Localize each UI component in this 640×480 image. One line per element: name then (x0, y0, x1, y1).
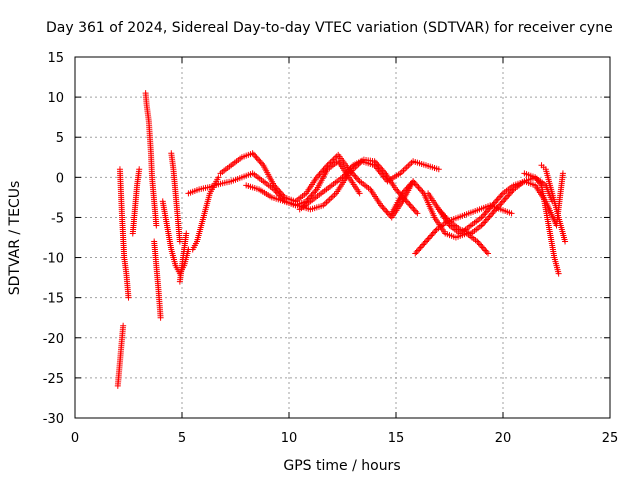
data-point (125, 294, 132, 301)
x-tick-label: 0 (71, 431, 79, 446)
y-tick-label: -10 (43, 252, 64, 267)
data-point (562, 238, 569, 245)
data-point (485, 250, 492, 257)
y-axis-label: SDTVAR / TECUs (7, 181, 23, 296)
data-point (508, 210, 515, 217)
y-tick-label: 5 (56, 131, 64, 146)
plot-frame (74, 56, 611, 419)
grid-lines (75, 57, 610, 418)
y-tick-label: -30 (43, 412, 64, 427)
data-point (215, 174, 222, 181)
x-tick-label: 20 (495, 431, 512, 446)
data-point (136, 166, 143, 173)
x-tick-label: 15 (388, 431, 405, 446)
y-tick-label: 0 (56, 171, 64, 186)
y-tick-label: -5 (51, 211, 64, 226)
y-tick-label: -15 (43, 292, 64, 307)
data-markers (114, 90, 569, 389)
x-tick-label: 5 (178, 431, 186, 446)
data-point (183, 230, 190, 237)
y-tick-labels: 15 10 5 0 -5 -10 -15 -20 -25 -30 (43, 51, 64, 427)
y-tick-label: -25 (43, 372, 64, 387)
axis-ticks (74, 56, 611, 419)
x-tick-labels: 0 5 10 15 20 25 (71, 431, 618, 446)
x-tick-label: 25 (602, 431, 619, 446)
y-tick-label: 10 (47, 91, 64, 106)
y-tick-label: 15 (47, 51, 64, 66)
data-point (435, 166, 442, 173)
data-point (356, 190, 363, 197)
y-tick-label: -20 (43, 332, 64, 347)
data-point (157, 314, 164, 321)
data-point (414, 210, 421, 217)
data-point (555, 270, 562, 277)
x-axis-label: GPS time / hours (283, 458, 400, 474)
data-point (559, 170, 566, 177)
chart-title: Day 361 of 2024, Sidereal Day-to-day VTE… (46, 20, 613, 36)
data-point (153, 222, 160, 229)
x-tick-label: 10 (281, 431, 298, 446)
data-point (176, 238, 183, 245)
data-point (120, 322, 127, 329)
